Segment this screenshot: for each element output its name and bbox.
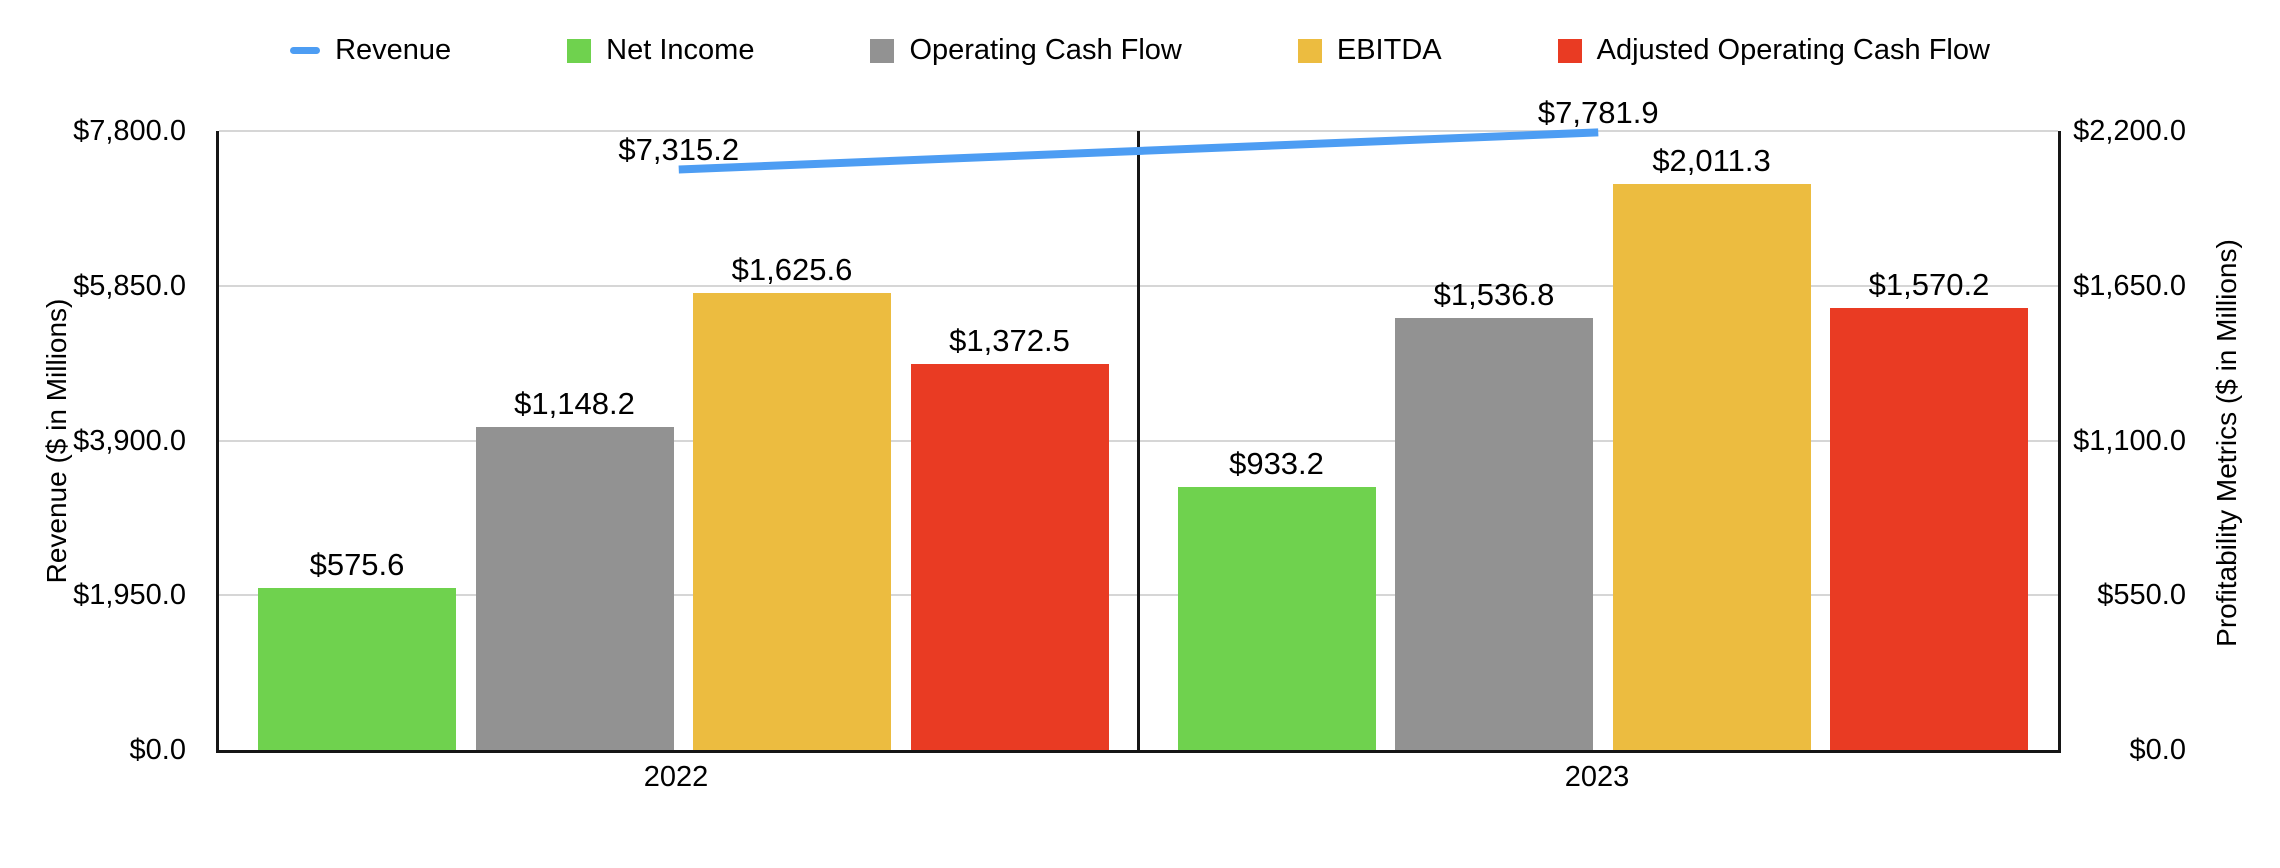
legend-swatch-operating-cash-flow-icon xyxy=(870,38,895,63)
bar-value-label: $2,011.3 xyxy=(1652,143,1771,179)
legend-item-ebitda[interactable]: EBITDA xyxy=(1297,34,1442,66)
legend-label: Net Income xyxy=(606,34,755,66)
bar-value-label: $575.6 xyxy=(309,547,405,583)
revenue-value-label: $7,781.9 xyxy=(1537,95,1659,131)
category-label-2023: 2023 xyxy=(1564,761,1630,793)
legend-swatch-adjusted-operating-cash-flow-icon xyxy=(1557,38,1582,63)
bar-value-label: $933.2 xyxy=(1229,446,1324,482)
right-axis-tick: $1,650.0 xyxy=(2073,269,2186,302)
right-axis-title: Profitability Metrics ($ in Millions) xyxy=(2211,239,2242,647)
bar-adjusted-operating-cash-flow-2022[interactable] xyxy=(910,363,1109,750)
legend-item-adjusted-operating-cash-flow[interactable]: Adjusted Operating Cash Flow xyxy=(1557,34,1990,66)
bar-ebitda-2023[interactable] xyxy=(1612,184,1811,750)
bar-operating-cash-flow-2022[interactable] xyxy=(475,426,674,750)
legend-item-revenue[interactable]: Revenue xyxy=(290,36,451,65)
bar-value-label: $1,625.6 xyxy=(731,251,853,287)
left-axis-tick: $5,850.0 xyxy=(73,269,186,302)
revenue-value-label: $7,315.2 xyxy=(618,132,740,168)
left-axis-tick: $3,900.0 xyxy=(73,424,186,457)
left-axis-tick: $0.0 xyxy=(129,734,186,766)
bar-value-label: $1,536.8 xyxy=(1433,276,1555,312)
right-axis-tick: $2,200.0 xyxy=(2073,115,2186,147)
legend-label: Revenue xyxy=(335,34,452,66)
bar-value-label: $1,570.2 xyxy=(1868,267,1990,303)
legend-swatch-ebitda-icon xyxy=(1297,38,1322,63)
bar-ebitda-2022[interactable] xyxy=(693,292,891,750)
chart-legend: Revenue Net Income Operating Cash Flow EBIT… xyxy=(0,36,2280,65)
revenue-line[interactable] xyxy=(678,128,1599,174)
legend-label: EBITDA xyxy=(1336,34,1442,66)
right-axis-tick: $550.0 xyxy=(2097,579,2186,612)
legend-item-net-income[interactable]: Net Income xyxy=(567,36,754,65)
legend-item-operating-cash-flow[interactable]: Operating Cash Flow xyxy=(870,34,1182,66)
legend-label: Operating Cash Flow xyxy=(909,34,1182,66)
legend-swatch-revenue-icon xyxy=(290,47,321,54)
bar-net-income-2022[interactable] xyxy=(258,588,456,750)
right-axis-tick: $0.0 xyxy=(2129,734,2186,766)
bar-value-label: $1,148.2 xyxy=(514,385,635,421)
bar-adjusted-operating-cash-flow-2023[interactable] xyxy=(1830,308,2028,750)
category-label-2022: 2022 xyxy=(643,761,709,793)
left-axis-tick: $1,950.0 xyxy=(73,579,186,612)
bar-net-income-2023[interactable] xyxy=(1177,487,1376,750)
legend-label: Adjusted Operating Cash Flow xyxy=(1596,34,1990,66)
category-divider xyxy=(1137,131,1140,750)
left-axis-tick: $7,800.0 xyxy=(73,115,186,147)
bar-operating-cash-flow-2023[interactable] xyxy=(1395,317,1593,750)
plot-area: $575.6 $933.2 $1,148.2 $1,536.8 $1,625.6 $2,0… xyxy=(216,97,2061,753)
right-axis-tick: $1,100.0 xyxy=(2073,424,2186,457)
bar-value-label: $1,372.5 xyxy=(949,322,1070,358)
legend-swatch-net-income-icon xyxy=(567,38,592,63)
